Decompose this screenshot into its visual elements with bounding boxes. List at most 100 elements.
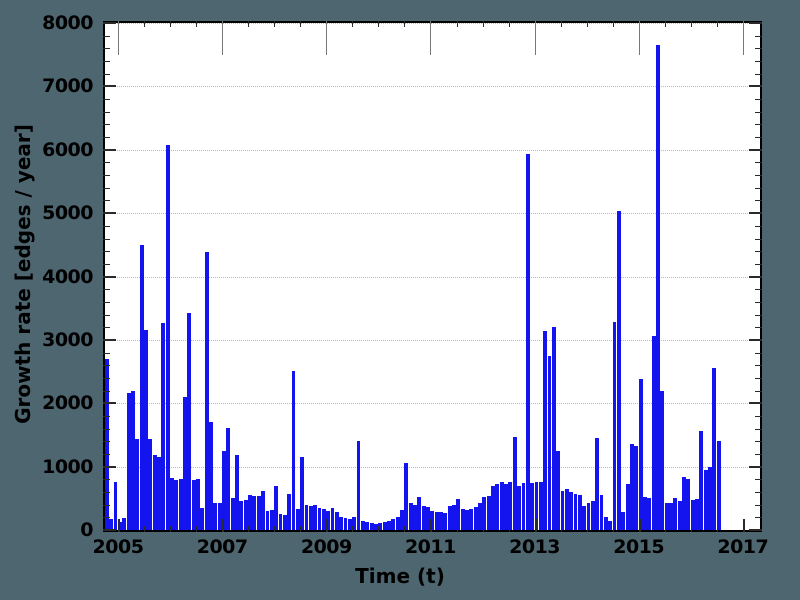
y-tick-2000 <box>103 402 116 405</box>
bar-series <box>105 23 760 530</box>
bar <box>295 509 300 530</box>
y-tick-right-7000 <box>749 85 762 88</box>
y-tick-right-5800 <box>755 162 762 164</box>
y-tick-right-2400 <box>755 377 762 379</box>
y-tick-right-2000 <box>749 402 762 405</box>
bar <box>525 153 530 530</box>
y-tick-200 <box>103 517 110 519</box>
bar <box>408 502 413 530</box>
bar <box>191 479 196 530</box>
y-tick-7600 <box>103 48 110 50</box>
y-tick-2400 <box>103 377 110 379</box>
bar <box>564 489 569 530</box>
bar <box>413 504 417 530</box>
y-tick-600 <box>103 492 110 493</box>
bar <box>308 505 313 530</box>
y-tick-3600 <box>103 301 110 303</box>
x-tick-top-2007.5 <box>248 21 250 27</box>
y-tick-2800 <box>103 352 110 354</box>
bar <box>360 520 365 530</box>
bar <box>551 326 556 530</box>
bar <box>139 244 144 530</box>
y-tick-7200 <box>103 73 110 75</box>
y-tick-right-3000 <box>749 338 762 341</box>
y-tick-right-4800 <box>755 225 762 227</box>
bar <box>187 313 192 530</box>
bar <box>434 511 439 530</box>
x-tick-label-2013: 2013 <box>509 536 561 558</box>
y-tick-right-2200 <box>755 390 762 392</box>
gridline-y-5000 <box>105 213 760 215</box>
bar <box>599 494 604 530</box>
y-tick-1000 <box>103 465 116 468</box>
x-tick-top-2009 <box>326 21 328 55</box>
y-tick-right-2600 <box>755 365 762 367</box>
x-tick-top-2010 <box>378 21 380 27</box>
x-tick-2016.5 <box>716 526 718 532</box>
bar <box>239 501 244 530</box>
bar <box>695 498 699 530</box>
bar <box>673 498 678 530</box>
y-tick-3400 <box>103 314 110 316</box>
y-tick-right-3400 <box>755 314 762 316</box>
y-tick-5800 <box>103 162 110 164</box>
bar <box>373 523 378 530</box>
bar <box>347 519 352 530</box>
y-tick-right-4200 <box>755 263 762 265</box>
bar <box>452 505 456 530</box>
y-tick-5200 <box>103 200 110 202</box>
bar <box>556 450 561 530</box>
y-tick-right-600 <box>755 492 762 493</box>
y-tick-label-4000: 4000 <box>42 265 93 288</box>
x-tick-top-2015.5 <box>664 21 666 27</box>
bar <box>369 523 374 530</box>
bar <box>287 493 292 530</box>
bar <box>317 508 322 530</box>
y-tick-1800 <box>103 415 110 417</box>
bar <box>473 507 478 530</box>
x-tick-2013 <box>534 519 537 532</box>
y-tick-right-5600 <box>755 175 762 177</box>
y-tick-right-6800 <box>755 99 762 101</box>
y-tick-right-8000 <box>749 22 762 24</box>
bar <box>243 500 248 530</box>
bar <box>603 517 608 530</box>
bar <box>256 495 261 530</box>
bar <box>226 427 231 530</box>
bar <box>621 512 626 530</box>
y-tick-6400 <box>103 124 110 126</box>
y-tick-right-4000 <box>749 275 762 278</box>
bar <box>669 503 673 530</box>
x-tick-2007.5 <box>248 526 250 532</box>
x-tick-top-2010.5 <box>404 21 406 27</box>
bar <box>426 507 430 530</box>
y-tick-7000 <box>103 85 116 88</box>
y-tick-label-2000: 2000 <box>42 392 93 415</box>
x-tick-top-2011.5 <box>456 21 458 27</box>
bar <box>647 498 652 530</box>
y-tick-right-7800 <box>755 35 762 37</box>
y-tick-5000 <box>103 212 116 215</box>
bar <box>590 501 595 530</box>
bar <box>595 438 600 530</box>
bar <box>512 437 517 530</box>
bar <box>712 367 717 530</box>
x-tick-top-2015 <box>638 21 640 55</box>
bar <box>252 496 257 530</box>
x-tick-2009.5 <box>352 526 354 532</box>
x-tick-2008 <box>274 526 276 532</box>
bar <box>135 439 140 530</box>
gridline-y-1000 <box>105 466 760 468</box>
bar <box>499 482 504 530</box>
bar <box>517 485 521 530</box>
x-tick-top-2008.5 <box>300 21 302 27</box>
bar <box>716 441 721 530</box>
bar <box>196 479 200 530</box>
x-tick-top-2011 <box>430 21 432 55</box>
bar <box>612 321 617 530</box>
x-tick-top-2005.5 <box>144 21 146 27</box>
x-axis-title: Time (t) <box>355 564 445 588</box>
bar <box>278 513 283 530</box>
y-tick-right-6600 <box>755 111 762 113</box>
